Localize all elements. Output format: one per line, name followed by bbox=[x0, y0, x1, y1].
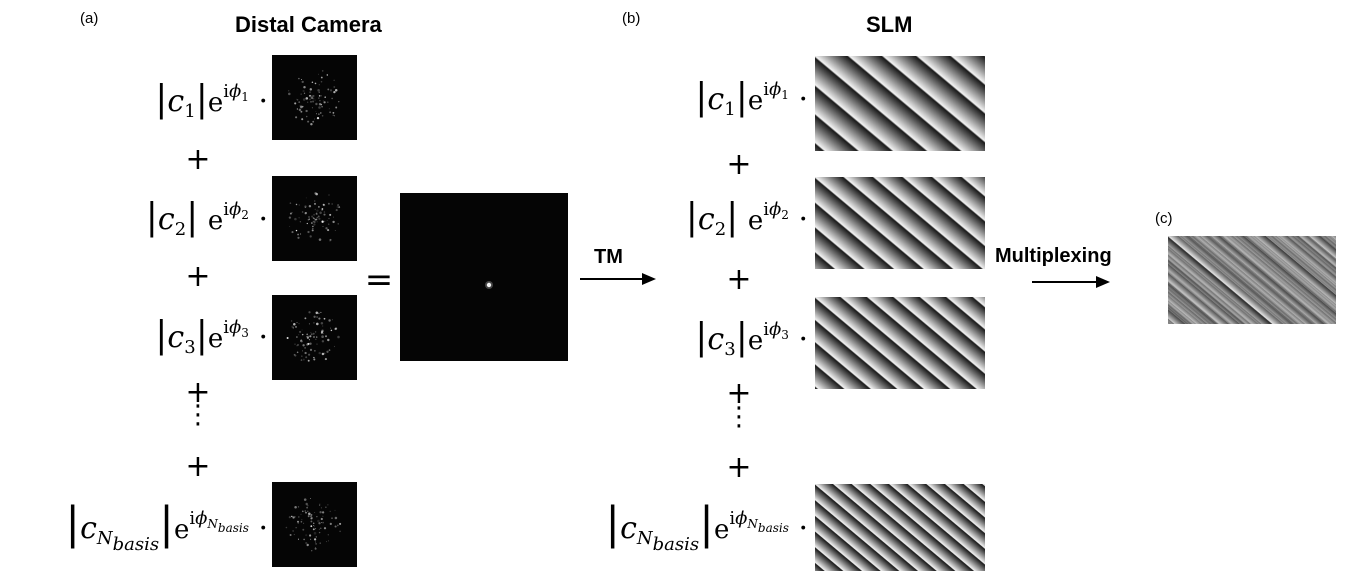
coefficient-term-n: |cNbasis|eiϕNbasis · bbox=[65, 498, 268, 555]
slm-coefficient-term-2: |c2| eiϕ2 · bbox=[685, 197, 808, 240]
speckle-image-3 bbox=[272, 295, 357, 380]
slm-grating-2 bbox=[815, 177, 985, 269]
plus-sign: + bbox=[185, 375, 211, 410]
coefficient-term-2: |c2| eiϕ2 · bbox=[145, 197, 268, 240]
slm-heading: SLM bbox=[866, 12, 913, 37]
coefficient-term-3: |c3|eiϕ3 · bbox=[155, 315, 268, 358]
plus-sign: + bbox=[726, 376, 752, 411]
slm-coefficient-term-3: |c3|eiϕ3 · bbox=[695, 317, 808, 360]
equals-sign: = bbox=[364, 260, 394, 300]
multiplexed-hologram bbox=[1168, 236, 1336, 324]
speckle-image-n bbox=[272, 482, 357, 567]
plus-sign: + bbox=[726, 262, 752, 297]
speckle-image-1 bbox=[272, 55, 357, 140]
coefficient-term-1: |c1|eiϕ1 · bbox=[155, 79, 268, 122]
distal-camera-heading: Distal Camera bbox=[235, 12, 382, 37]
plus-sign: + bbox=[726, 450, 752, 485]
slm-grating-1 bbox=[815, 56, 985, 151]
slm-grating-3 bbox=[815, 297, 985, 389]
right-arrow-icon bbox=[1032, 276, 1110, 288]
vertical-ellipsis: ⋮ bbox=[726, 402, 752, 432]
speckle-image-2 bbox=[272, 176, 357, 261]
vertical-ellipsis: ⋮ bbox=[185, 400, 211, 430]
slm-grating-n bbox=[815, 484, 985, 571]
right-arrow-icon bbox=[580, 273, 656, 285]
plus-sign: + bbox=[726, 147, 752, 182]
tm-label: TM bbox=[594, 246, 623, 268]
panel-label-b: (b) bbox=[622, 10, 641, 27]
multiplexing-label: Multiplexing bbox=[995, 245, 1112, 267]
slm-coefficient-term-n: |cNbasis|eiϕNbasis · bbox=[605, 498, 808, 555]
plus-sign: + bbox=[185, 142, 211, 177]
focused-spot-image bbox=[400, 193, 568, 361]
slm-coefficient-term-1: |c1|eiϕ1 · bbox=[695, 77, 808, 120]
panel-label-c: (c) bbox=[1155, 210, 1173, 227]
plus-sign: + bbox=[185, 449, 211, 484]
plus-sign: + bbox=[185, 259, 211, 294]
panel-label-a: (a) bbox=[80, 10, 99, 27]
